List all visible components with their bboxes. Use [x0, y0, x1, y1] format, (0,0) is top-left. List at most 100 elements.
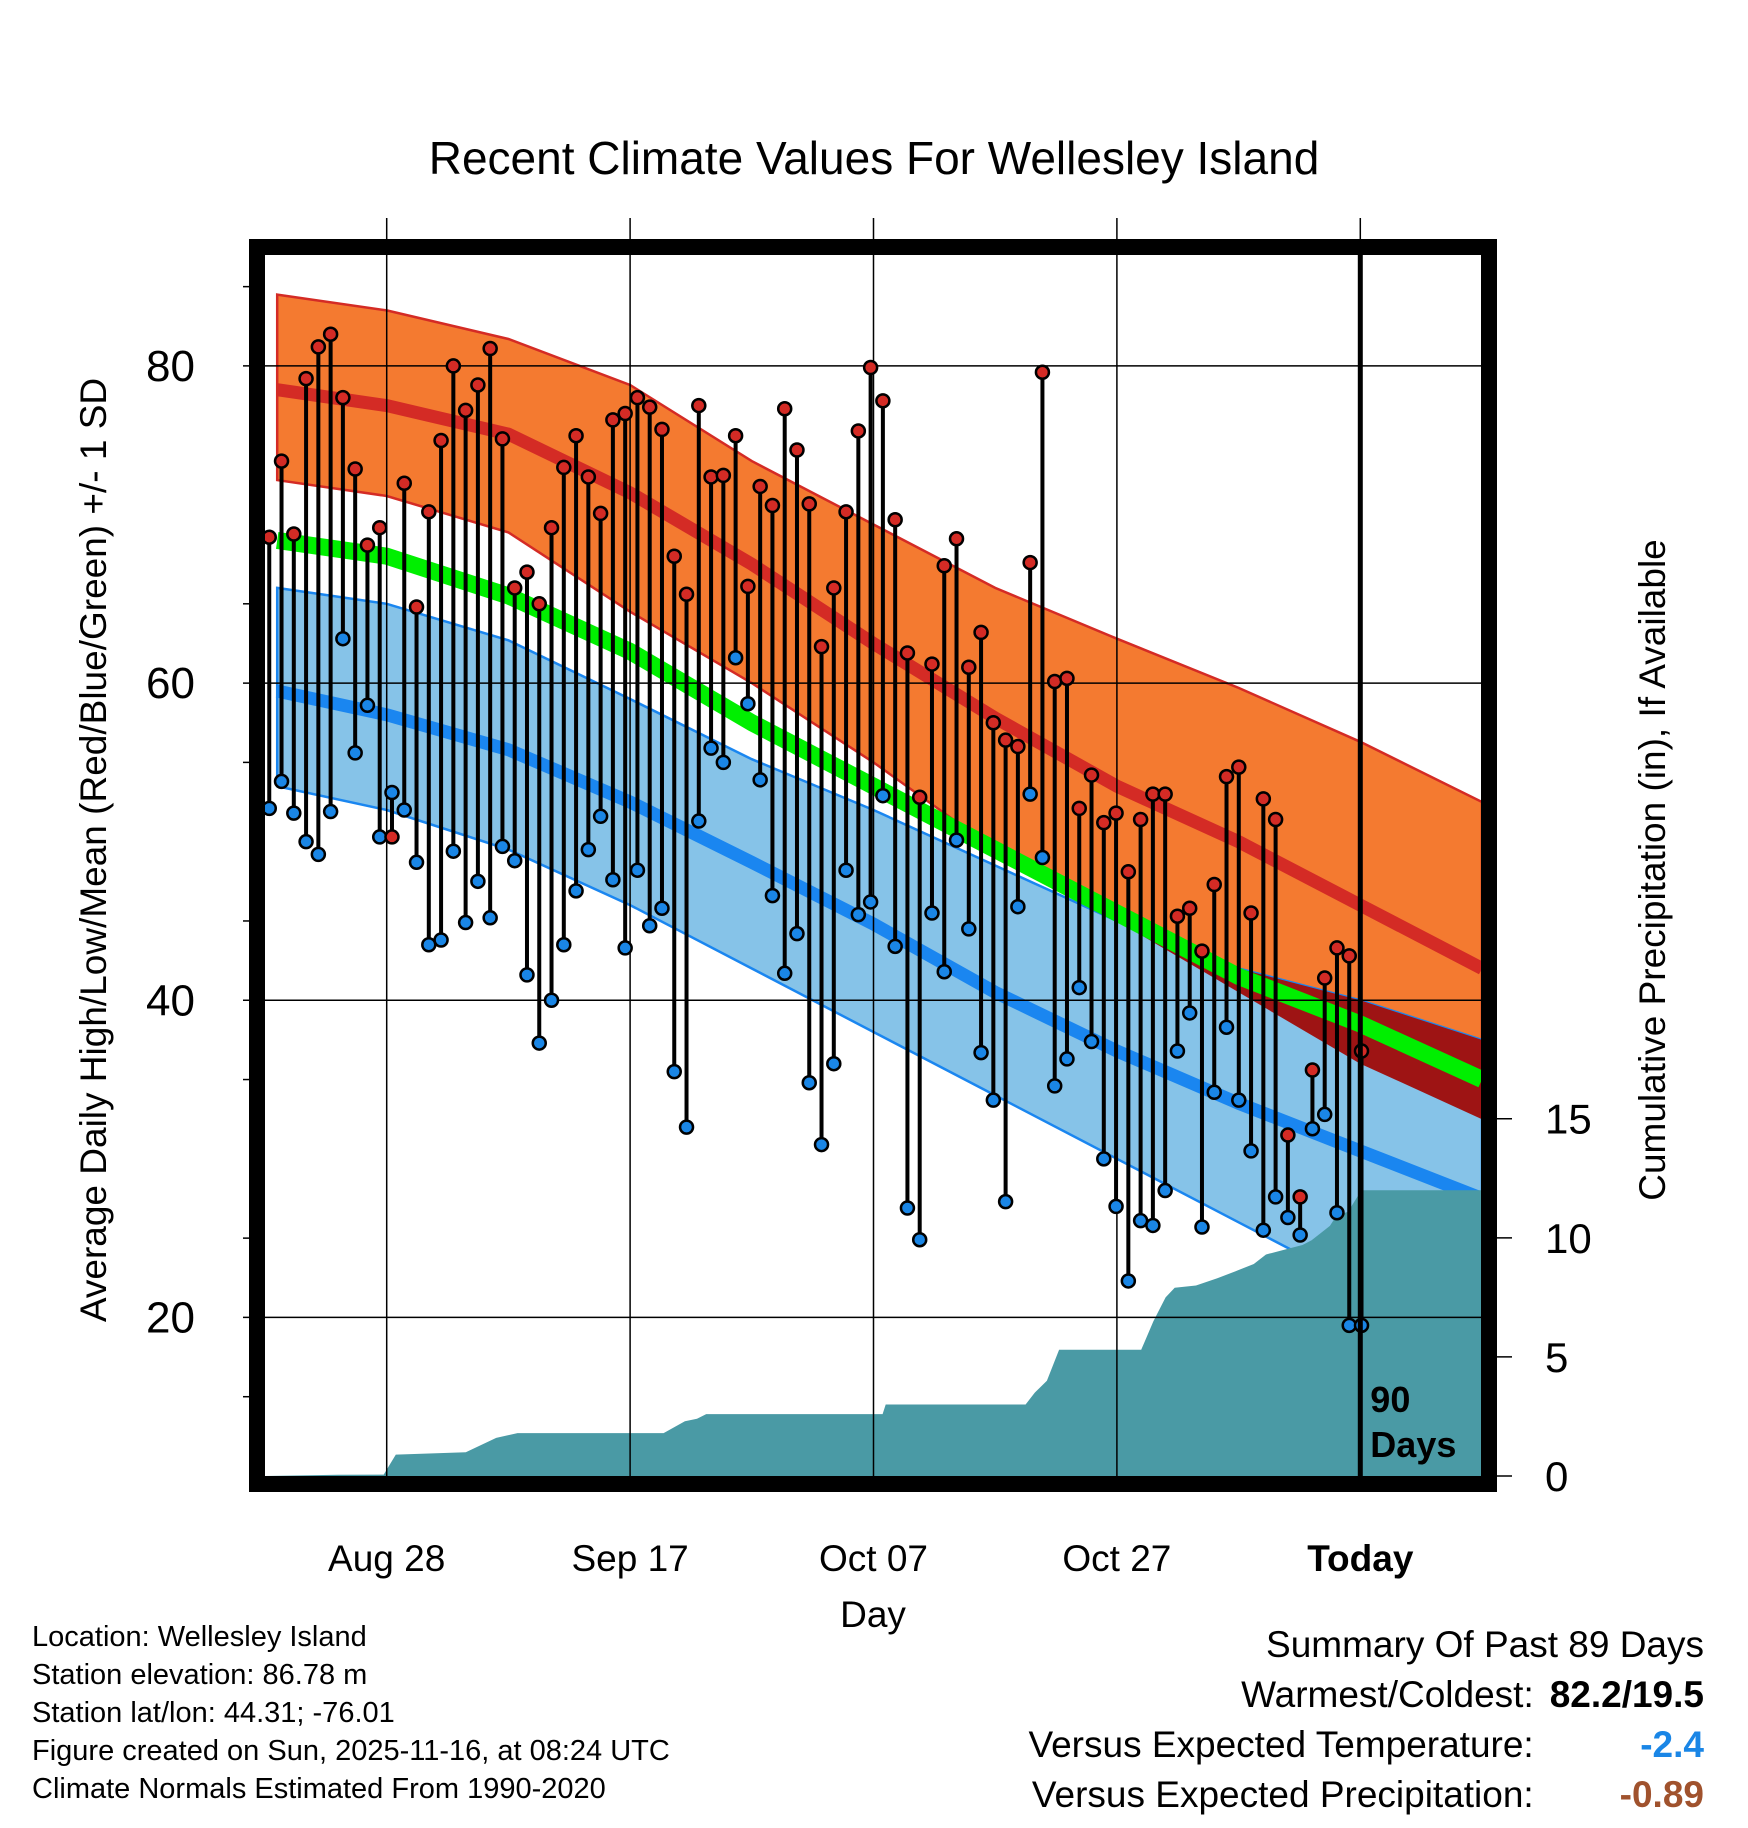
daily-low-point [911, 1231, 928, 1248]
y2-tick-label: 15 [1545, 1096, 1592, 1143]
daily-low-point [801, 1074, 818, 1091]
daily-low-point [519, 967, 535, 983]
daily-high-point [605, 412, 621, 428]
daily-low-point [1218, 1019, 1235, 1035]
precip-area [265, 1190, 1482, 1476]
y-tick-label: 60 [146, 659, 195, 708]
daily-high-point [1341, 948, 1357, 964]
temp-departure-value: -2.4 [1640, 1724, 1704, 1765]
daily-high-point [322, 326, 339, 342]
daily-low-point [1022, 786, 1038, 802]
daily-low-point [1046, 1078, 1063, 1094]
daily-high-point [1231, 759, 1247, 775]
normals-text: Climate Normals Estimated From 1990-2020 [32, 1773, 606, 1805]
daily-low-point [948, 832, 965, 848]
daily-high-point [887, 512, 903, 528]
daily-low-point [568, 883, 584, 899]
daily-low-point [482, 910, 498, 926]
daily-low-point [1169, 1043, 1186, 1059]
daily-high-point [936, 557, 953, 574]
daily-low-point [322, 803, 339, 820]
daily-high-point [1157, 786, 1173, 802]
daily-low-point [936, 963, 953, 980]
daily-low-point [408, 854, 425, 871]
summary-panel: Summary Of Past 89 Days Warmest/Coldest:… [804, 1620, 1704, 1820]
daily-low-point [764, 887, 781, 904]
daily-low-point [1145, 1217, 1161, 1234]
daily-high-point [335, 389, 351, 406]
daily-high-point [826, 580, 842, 596]
daily-low-point [1157, 1182, 1173, 1199]
daily-high-point [1194, 943, 1210, 959]
daily-high-point [1181, 900, 1198, 917]
daily-low-point [273, 773, 290, 790]
daily-low-point [1280, 1209, 1296, 1226]
daily-high-point [997, 732, 1014, 748]
daily-high-point [457, 402, 474, 419]
daily-low-point [556, 937, 572, 953]
daily-low-point [1059, 1051, 1075, 1067]
daily-low-point [265, 800, 278, 817]
daily-high-point [1010, 738, 1026, 755]
daily-high-point [359, 537, 376, 553]
daily-high-point [875, 393, 891, 409]
daily-high-point [961, 659, 977, 675]
daily-high-point [1120, 864, 1137, 880]
x-axis-label: Day [840, 1594, 906, 1635]
daily-high-point [531, 596, 548, 612]
daily-high-point [556, 459, 572, 476]
daily-high-point [445, 358, 462, 374]
daily-low-point [1096, 1151, 1112, 1167]
daily-high-point [519, 564, 535, 580]
daily-low-point [973, 1044, 989, 1061]
daily-low-point [359, 697, 376, 714]
daily-low-point [494, 838, 511, 855]
daily-high-point [1132, 811, 1149, 828]
daily-high-point [801, 496, 818, 512]
created-text: Figure created on Sun, 2025-11-16, at 08… [32, 1735, 670, 1767]
daily-high-point [911, 789, 928, 806]
daily-low-point [470, 873, 486, 890]
daily-high-point [494, 431, 511, 447]
daily-low-point [887, 938, 903, 955]
axes: 20 40 60 80 0 5 10 15 Aug 28 Sep 17 Oct 07 Oct 27 To… [146, 285, 1592, 1579]
daily-low-point [457, 914, 474, 931]
daily-high-point [789, 442, 805, 458]
daily-low-point [1316, 1106, 1333, 1123]
daily-high-point [1243, 905, 1259, 921]
elevation-text: Station elevation: 86.78 m [32, 1659, 368, 1691]
daily-high-point [924, 656, 940, 672]
daily-low-point [1304, 1120, 1321, 1137]
daily-high-point [654, 421, 670, 438]
daily-high-point [408, 599, 425, 615]
daily-high-point [850, 423, 867, 439]
daily-low-point [1206, 1084, 1222, 1100]
warmest-coldest-row: Warmest/Coldest: 82.2/19.5 [804, 1670, 1704, 1720]
daily-low-point [384, 784, 400, 801]
y-tick-label: 40 [146, 976, 195, 1025]
daily-high-point [580, 469, 597, 485]
daily-low-point [543, 992, 560, 1009]
daily-high-point [371, 519, 388, 536]
daily-low-point [850, 906, 867, 923]
y2-tick-label: 5 [1545, 1334, 1568, 1381]
daily-low-point [924, 905, 940, 921]
daily-low-point [752, 772, 768, 788]
daily-low-point [506, 852, 523, 869]
daily-high-point [985, 714, 1002, 731]
daily-high-point [384, 829, 400, 845]
daily-low-point [629, 862, 646, 878]
precip-departure-row: Versus Expected Precipitation: -0.89 [804, 1770, 1704, 1820]
daily-high-point [1206, 876, 1222, 893]
daily-high-point [1046, 673, 1063, 690]
daily-low-point [433, 932, 449, 948]
daily-high-point [629, 389, 646, 406]
daily-low-point [1181, 1005, 1198, 1021]
daily-high-point [948, 531, 965, 547]
daily-low-point [1083, 1033, 1100, 1050]
daily-high-point [592, 505, 609, 522]
daily-low-point [347, 745, 363, 761]
precip-departure-value: -0.89 [1619, 1774, 1704, 1815]
daily-high-point [1267, 811, 1284, 828]
